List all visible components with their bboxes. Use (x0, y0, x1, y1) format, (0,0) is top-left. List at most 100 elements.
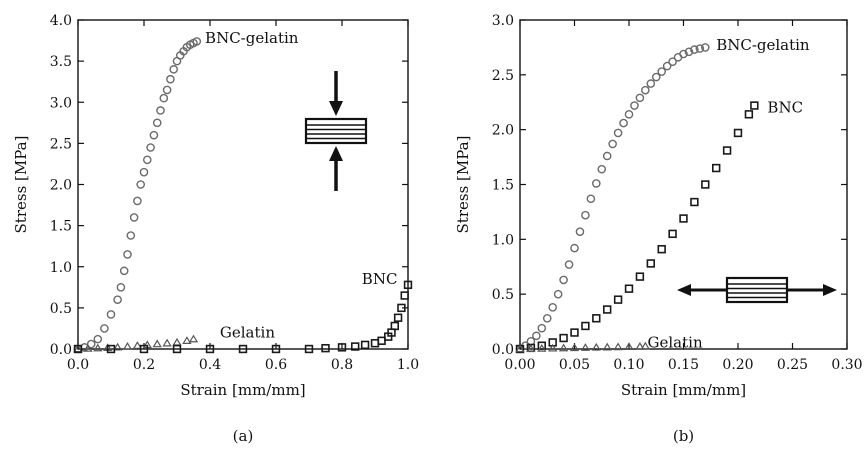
data-point (602, 305, 612, 314)
data-point (580, 343, 591, 351)
x-tick-label: 0.6 (265, 357, 287, 373)
data-point (711, 163, 721, 173)
data-point (86, 339, 96, 349)
data-point (93, 343, 103, 352)
x-tick-label: 0.15 (668, 357, 699, 373)
x-tick-label: 0.05 (559, 357, 590, 373)
data-point (172, 344, 182, 354)
data-point (126, 231, 136, 240)
data-point (548, 343, 558, 352)
data-point (172, 337, 182, 346)
data-point (668, 229, 677, 239)
data-point (564, 260, 574, 269)
data-point (597, 164, 607, 174)
data-point (182, 336, 192, 344)
data-point (586, 194, 596, 204)
data-point (188, 334, 199, 343)
y-tick-label: 3.5 (50, 54, 72, 70)
data-point (119, 266, 129, 276)
data-point (93, 334, 103, 344)
data-point (608, 139, 617, 149)
series-annotation: BNC (362, 270, 398, 288)
data-point (139, 167, 149, 177)
data-point (152, 118, 162, 128)
y-tick-label: 0.0 (492, 342, 514, 358)
x-tick-label: 0.2 (133, 357, 155, 373)
series-bnc (515, 101, 759, 354)
data-point (537, 323, 547, 333)
y-tick-label: 4.0 (50, 13, 72, 29)
data-point (602, 151, 612, 161)
data-point (624, 284, 634, 293)
x-axis-label: Strain [mm/mm] (180, 381, 305, 399)
compression-arrows-icon (304, 71, 368, 191)
data-point (619, 118, 628, 128)
panel-label: (b) (673, 427, 694, 445)
data-point (142, 155, 152, 165)
data-point (156, 106, 165, 115)
data-point (133, 196, 142, 206)
data-point (613, 295, 623, 304)
data-point (581, 321, 590, 331)
data-point (112, 342, 123, 351)
series-annotation: Gelatin (220, 324, 275, 342)
data-point (635, 342, 645, 350)
data-point (526, 344, 536, 352)
data-point (635, 272, 645, 281)
tension-arrows-icon (677, 276, 837, 304)
data-point (542, 313, 552, 323)
data-point (162, 338, 172, 347)
data-point (581, 210, 590, 220)
data-point (679, 49, 688, 59)
data-point (152, 339, 162, 348)
data-point (695, 44, 705, 53)
data-point (100, 324, 109, 333)
data-point (640, 341, 651, 350)
x-tick-label: 0.0 (67, 357, 89, 373)
y-tick-label: 2.0 (50, 178, 72, 194)
data-point (733, 128, 743, 138)
plot-frame (519, 19, 848, 350)
y-axis-label: Stress [MPa] (12, 136, 30, 234)
data-point (304, 344, 314, 354)
data-point (136, 180, 145, 189)
x-tick-label: 1.0 (397, 357, 419, 373)
data-point (149, 130, 159, 140)
data-point (400, 291, 409, 300)
data-point (537, 341, 547, 350)
data-point (657, 67, 667, 76)
y-tick-label: 1.5 (50, 219, 72, 235)
plot-frame (77, 19, 409, 350)
x-axis-label: Strain [mm/mm] (621, 381, 746, 399)
data-point (393, 313, 403, 322)
y-tick-label: 0.0 (50, 342, 72, 358)
data-point (139, 344, 149, 354)
data-point (744, 110, 754, 119)
data-point (515, 344, 525, 353)
y-tick-label: 1.5 (492, 178, 514, 194)
data-point (116, 283, 126, 292)
series-bnc-gelatin (515, 43, 710, 354)
y-tick-label: 2.0 (492, 123, 514, 139)
data-point (113, 295, 122, 304)
data-point (651, 72, 661, 82)
data-point (690, 45, 699, 54)
data-point (750, 101, 759, 110)
y-tick-label: 3.0 (50, 95, 72, 111)
data-point (690, 197, 699, 207)
data-point (559, 275, 568, 285)
data-point (559, 333, 568, 343)
data-point (701, 43, 710, 52)
x-tick-label: 0.10 (613, 357, 644, 373)
data-point (350, 342, 360, 351)
data-point (106, 344, 116, 354)
data-point (635, 93, 645, 103)
data-point (123, 250, 132, 259)
y-axis-label: Stress [MPa] (454, 136, 472, 234)
series-bnc (73, 280, 413, 354)
data-point (592, 179, 601, 188)
data-point (146, 143, 155, 152)
data-point (162, 85, 172, 95)
data-point (106, 310, 116, 319)
